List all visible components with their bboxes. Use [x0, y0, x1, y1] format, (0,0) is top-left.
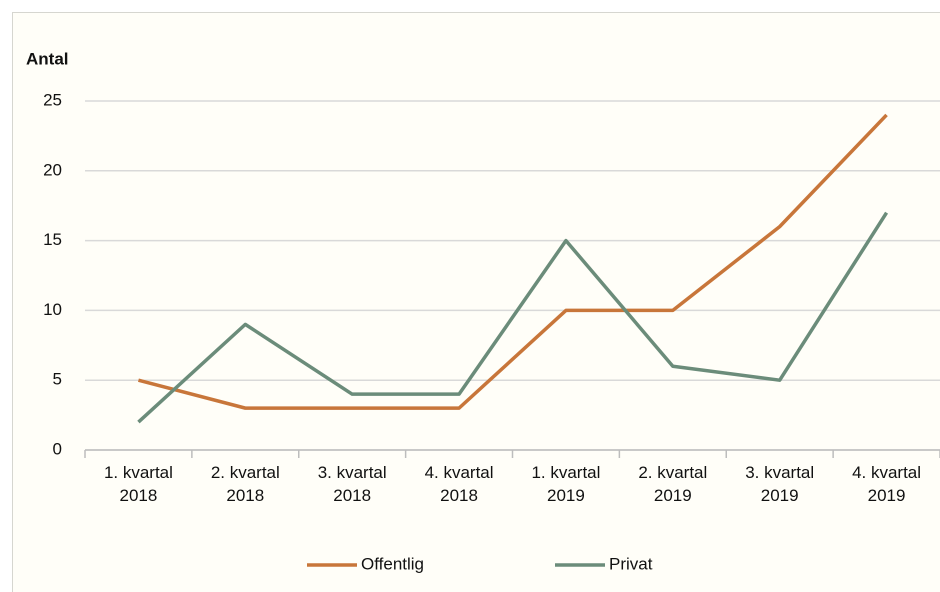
y-tick-label: 0: [53, 439, 62, 458]
y-tick-label: 10: [43, 300, 62, 319]
y-tick-label: 15: [43, 230, 62, 249]
x-tick-label: 2. kvartal 2019: [638, 463, 707, 505]
legend-label: Offentlig: [361, 554, 424, 573]
y-tick-label: 5: [53, 370, 62, 389]
data-line: [137, 113, 888, 410]
x-tick-label: 3. kvartal 2018: [318, 463, 387, 505]
x-tick-label: 3. kvartal 2019: [745, 463, 814, 505]
y-tick-label: 25: [43, 90, 62, 109]
x-tick-label: 1. kvartal 2019: [531, 463, 600, 505]
y-tick-label: 20: [43, 160, 62, 179]
x-tick-label: 4. kvartal 2018: [425, 463, 494, 505]
x-tick-label: 4. kvartal 2019: [852, 463, 921, 505]
x-tick-label: 2. kvartal 2018: [211, 463, 280, 505]
legend-label: Privat: [609, 554, 653, 573]
x-tick-label: 1. kvartal 2018: [104, 463, 173, 505]
y-axis-label: Antal: [26, 49, 69, 68]
chart-frame: [12, 12, 940, 592]
data-line: [137, 211, 889, 424]
